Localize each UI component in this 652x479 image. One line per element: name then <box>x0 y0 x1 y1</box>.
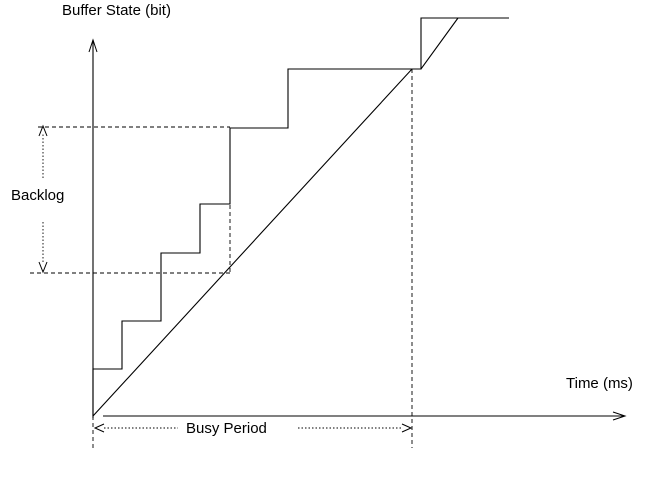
backlog-down-arrowhead <box>38 261 48 274</box>
y-axis-label: Buffer State (bit) <box>62 2 171 19</box>
backlog-label: Backlog <box>11 187 64 204</box>
arrival-staircase-curve <box>92 17 509 416</box>
busy-period-annotation: Busy Period <box>93 420 413 437</box>
backlog-annotation: Backlog <box>11 124 64 274</box>
axes <box>88 38 627 421</box>
x-axis-arrowhead <box>612 411 627 421</box>
service-rate-line <box>92 17 459 417</box>
busy-period-left-arrowhead <box>93 423 105 433</box>
x-axis-label: Time (ms) <box>566 375 633 392</box>
y-axis-arrowhead <box>88 38 98 53</box>
busy-period-label: Busy Period <box>186 420 267 437</box>
backlog-up-arrowhead <box>38 124 48 137</box>
dashed-guides <box>30 69 413 448</box>
busy-period-right-arrowhead <box>401 423 413 433</box>
